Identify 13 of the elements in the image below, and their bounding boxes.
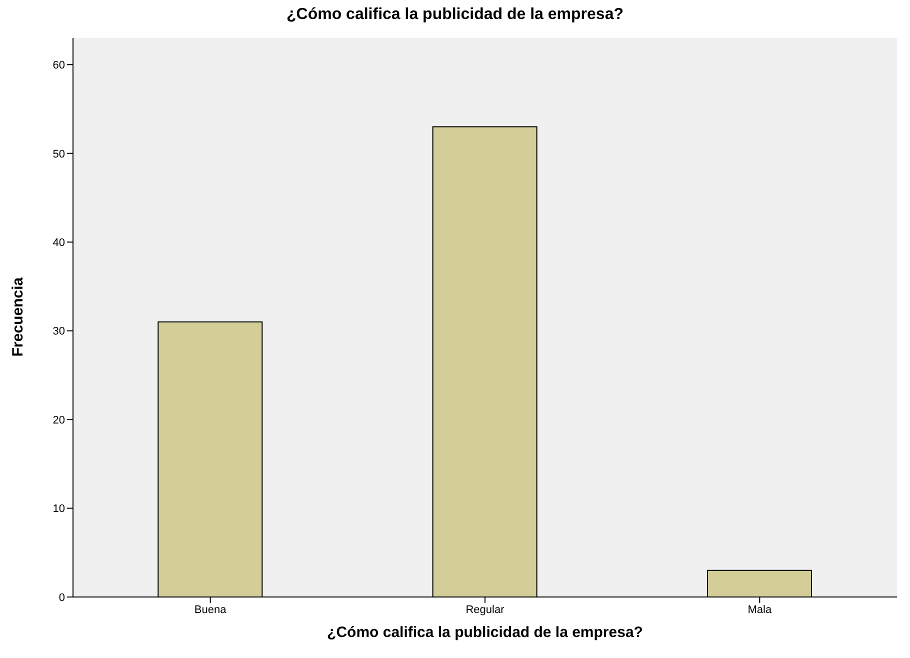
- x-tick-label: Buena: [194, 604, 228, 616]
- y-axis-title: Frecuencia: [10, 277, 26, 357]
- y-tick-label: 40: [52, 236, 65, 249]
- y-tick-label: 10: [52, 503, 65, 516]
- x-tick-label: Regular: [466, 604, 505, 616]
- y-tick-label: 30: [52, 326, 65, 338]
- y-tick-label: 50: [52, 148, 65, 160]
- chart-title: ¿Cómo califica la publicidad de la empresa?: [286, 6, 624, 24]
- y-tick-label: 0: [58, 592, 65, 604]
- y-tick-label: 20: [52, 414, 65, 426]
- y-tick-label: 60: [52, 60, 65, 72]
- x-tick-label: Mala: [748, 604, 772, 616]
- x-axis-title: ¿Cómo califica la publicidad de la empresa?: [326, 624, 644, 641]
